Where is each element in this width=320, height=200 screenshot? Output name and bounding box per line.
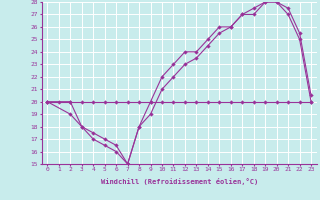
X-axis label: Windchill (Refroidissement éolien,°C): Windchill (Refroidissement éolien,°C) <box>100 178 258 185</box>
